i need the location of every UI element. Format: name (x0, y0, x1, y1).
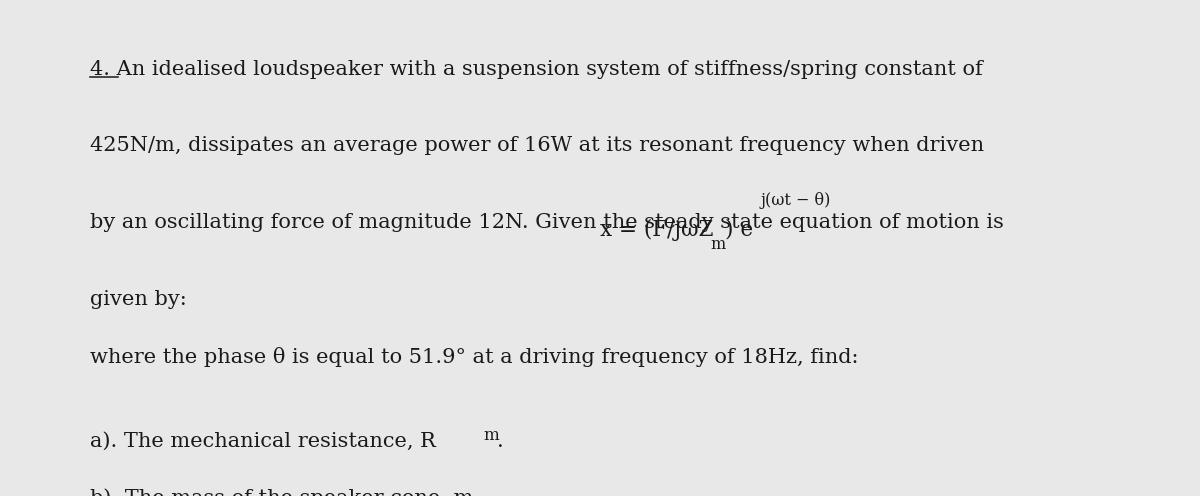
Text: where the phase θ is equal to 51.9° at a driving frequency of 18Hz, find:: where the phase θ is equal to 51.9° at a… (90, 347, 858, 367)
Text: by an oscillating force of magnitude 12N. Given the steady state equation of mot: by an oscillating force of magnitude 12N… (90, 213, 1004, 232)
Text: .: . (497, 432, 504, 450)
Text: given by:: given by: (90, 290, 187, 309)
Text: m: m (484, 427, 499, 443)
Text: m: m (710, 237, 726, 253)
Text: 4. An idealised loudspeaker with a suspension system of stiffness/spring constan: 4. An idealised loudspeaker with a suspe… (90, 60, 983, 78)
Text: 425N/m, dissipates an average power of 16W at its resonant frequency when driven: 425N/m, dissipates an average power of 1… (90, 136, 984, 155)
Text: a). The mechanical resistance, R: a). The mechanical resistance, R (90, 432, 436, 450)
Text: j(ωt − θ): j(ωt − θ) (761, 192, 832, 209)
Text: x = (F/jωZ: x = (F/jωZ (600, 219, 714, 241)
Text: b). The mass of the speaker cone, m.: b). The mass of the speaker cone, m. (90, 489, 480, 496)
Text: ) e: ) e (725, 219, 752, 241)
